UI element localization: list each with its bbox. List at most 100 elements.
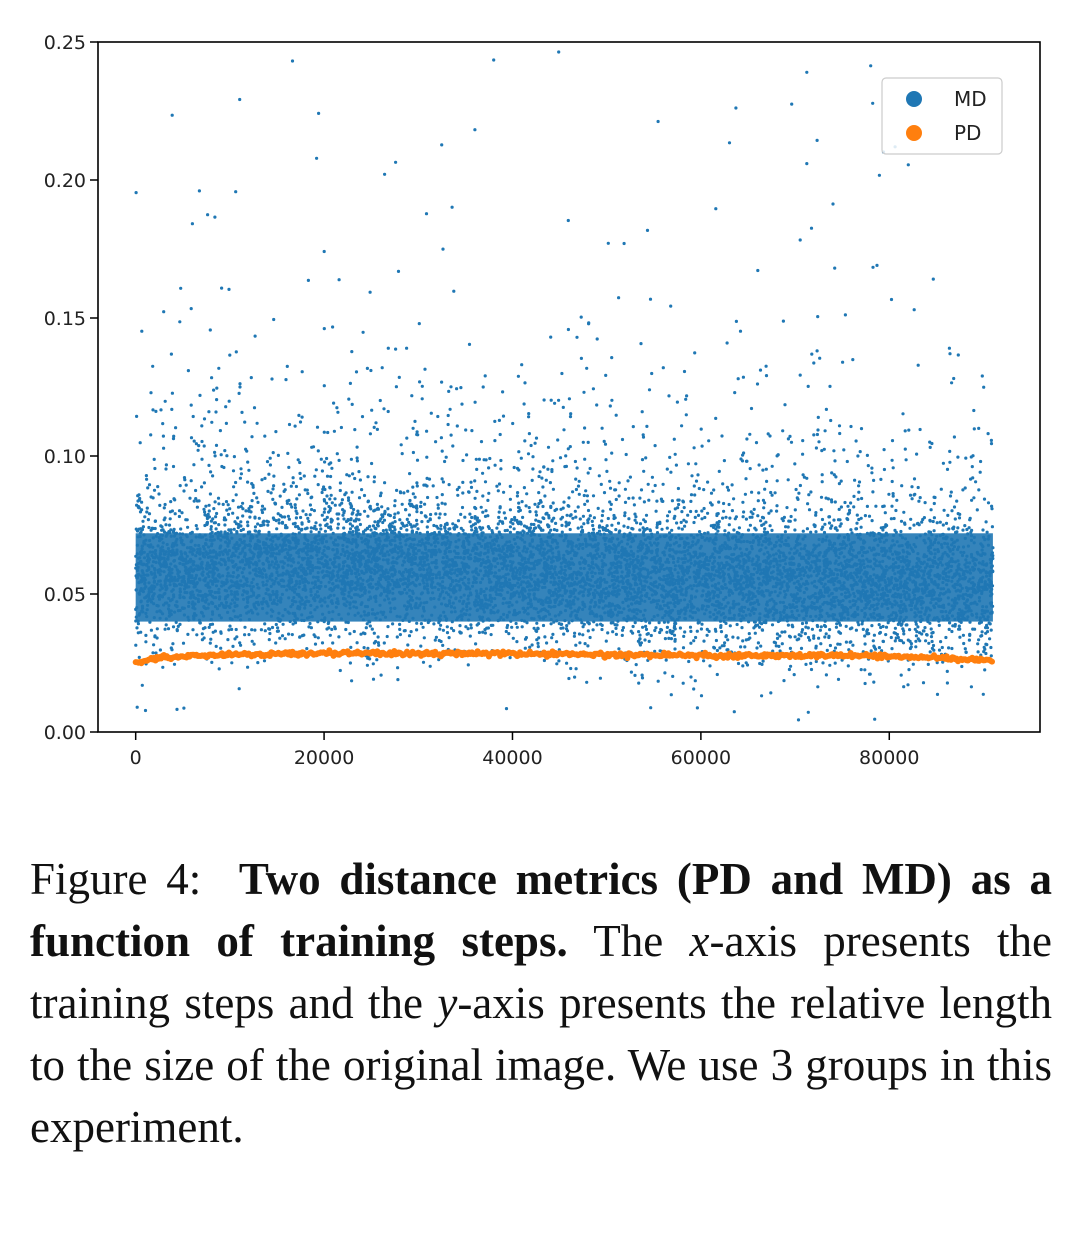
md-point — [559, 626, 563, 630]
md-point — [257, 516, 261, 520]
md-point — [692, 639, 696, 643]
md-point — [931, 643, 936, 648]
md-point — [915, 452, 919, 456]
md-point — [270, 377, 274, 381]
md-point — [658, 630, 662, 635]
figure: 0 20000 40000 60000 80000 0.00 0.05 0.10 0.15 0.… — [44, 32, 1041, 769]
md-point — [863, 634, 867, 638]
md-point — [338, 481, 342, 485]
md-point — [914, 634, 919, 638]
md-point — [614, 413, 618, 417]
md-point — [247, 633, 251, 637]
md-point — [217, 667, 221, 671]
md-point — [686, 513, 690, 517]
md-point — [749, 510, 753, 514]
md-point — [860, 496, 864, 501]
md-point — [833, 266, 837, 270]
md-point — [784, 525, 788, 529]
md-point — [750, 490, 754, 494]
md-point — [666, 514, 670, 518]
md-point — [859, 668, 863, 672]
md-point — [534, 436, 539, 440]
md-point — [631, 425, 635, 429]
md-point — [956, 455, 960, 459]
md-point — [775, 479, 779, 483]
md-point — [152, 488, 157, 492]
md-point — [674, 463, 679, 467]
md-point — [338, 668, 342, 673]
md-point — [424, 212, 429, 216]
md-point — [272, 474, 276, 478]
md-point — [804, 662, 808, 667]
md-point — [877, 173, 882, 177]
md-point — [344, 491, 348, 495]
md-point — [744, 517, 749, 521]
md-point — [810, 352, 814, 356]
md-point — [963, 647, 967, 651]
md-point — [683, 524, 687, 528]
md-point — [823, 522, 827, 526]
md-point — [551, 501, 555, 505]
md-point — [814, 446, 819, 450]
md-point — [483, 480, 488, 484]
md-point — [921, 681, 926, 685]
md-point — [756, 499, 760, 503]
md-point — [810, 627, 815, 631]
md-point — [964, 456, 968, 460]
md-point — [978, 470, 982, 474]
md-point — [757, 625, 762, 629]
md-point — [325, 501, 329, 505]
md-point — [286, 451, 290, 455]
md-point — [756, 268, 760, 273]
md-point — [627, 496, 631, 500]
md-point — [824, 632, 828, 636]
md-point — [270, 625, 275, 630]
md-point — [989, 654, 993, 658]
md-point — [232, 455, 236, 459]
md-point — [218, 429, 222, 433]
md-point — [473, 496, 477, 500]
md-point — [536, 505, 540, 509]
md-point — [643, 520, 648, 524]
md-point — [945, 669, 949, 674]
md-point — [789, 514, 793, 519]
md-point — [262, 519, 266, 523]
md-point — [441, 480, 445, 484]
md-point — [210, 660, 214, 665]
md-point — [669, 470, 673, 474]
md-point — [941, 461, 946, 465]
md-point — [295, 497, 299, 501]
md-point — [195, 633, 199, 637]
md-point — [684, 413, 688, 417]
md-point — [234, 480, 238, 485]
md-point — [881, 624, 885, 629]
md-point — [989, 628, 993, 632]
md-point — [642, 500, 647, 504]
md-point — [955, 499, 959, 503]
md-point — [870, 624, 874, 628]
md-point — [647, 498, 651, 502]
md-point — [219, 631, 223, 635]
md-point — [770, 464, 774, 468]
md-point — [721, 516, 725, 520]
md-point — [360, 415, 365, 419]
md-point — [950, 381, 954, 385]
md-point — [640, 676, 645, 680]
md-point — [833, 646, 838, 650]
md-point — [337, 458, 341, 462]
md-point — [403, 629, 407, 633]
md-point — [649, 706, 653, 710]
md-point — [591, 523, 595, 528]
md-point — [550, 469, 554, 474]
md-point — [227, 287, 231, 291]
md-point — [305, 647, 309, 651]
md-point — [202, 444, 206, 448]
md-point — [828, 643, 833, 648]
md-point — [860, 622, 864, 626]
md-point — [614, 528, 618, 532]
md-point — [848, 640, 852, 644]
md-point — [372, 475, 377, 479]
md-point — [735, 622, 739, 627]
md-point — [796, 718, 801, 722]
md-point — [276, 629, 280, 633]
